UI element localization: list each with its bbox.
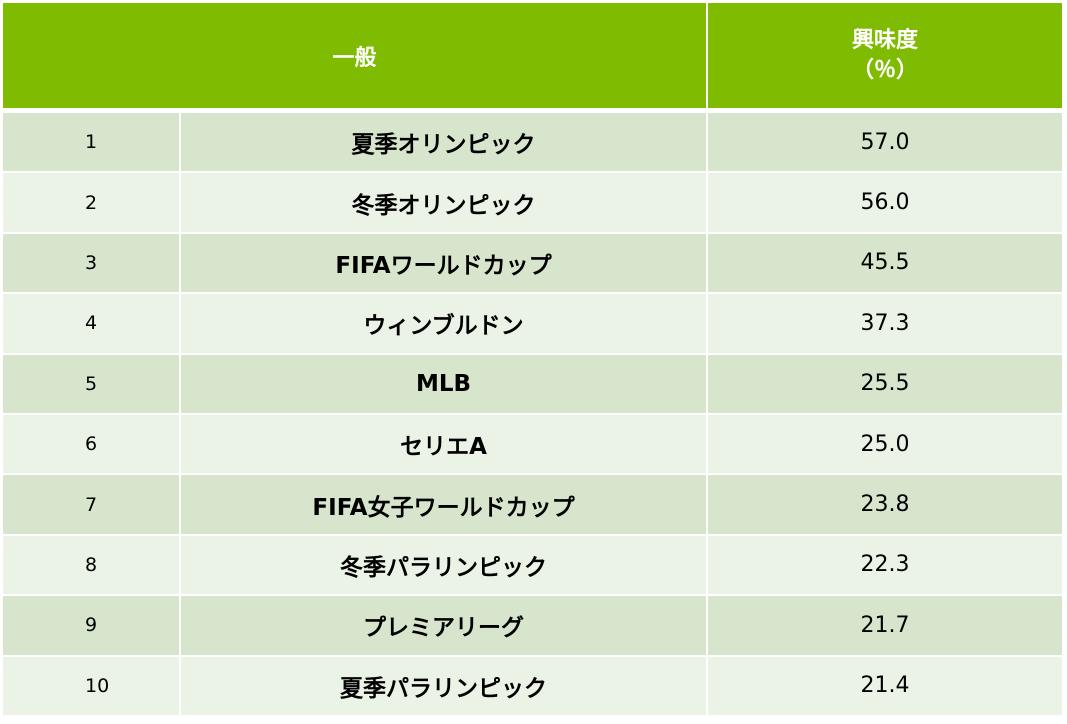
value-cell: 45.5 (708, 234, 1062, 292)
ranking-table: 一般 興味度 （％） 1 夏季オリンピック 57.0 2 冬季オリンピック 56… (3, 3, 1062, 717)
name-cell: ウィンブルドン (181, 294, 708, 352)
rank-cell: 9 (3, 596, 181, 654)
name-cell: 冬季オリンピック (181, 173, 708, 231)
rank-cell: 5 (3, 355, 181, 413)
rank-cell: 1 (3, 113, 181, 171)
name-cell: 夏季オリンピック (181, 113, 708, 171)
table-header: 一般 興味度 （％） (3, 3, 1062, 113)
table-row: 2 冬季オリンピック 56.0 (3, 173, 1062, 233)
header-interest-unit: （％） (852, 56, 918, 86)
value-cell: 57.0 (708, 113, 1062, 171)
table-row: 7 FIFA女子ワールドカップ 23.8 (3, 475, 1062, 535)
name-cell: 夏季パラリンピック (181, 657, 708, 715)
table-row: 1 夏季オリンピック 57.0 (3, 113, 1062, 173)
value-cell: 22.3 (708, 536, 1062, 594)
value-cell: 23.8 (708, 475, 1062, 533)
name-cell: セリエA (181, 415, 708, 473)
table-row: 3 FIFAワールドカップ 45.5 (3, 234, 1062, 294)
table-row: 9 プレミアリーグ 21.7 (3, 596, 1062, 656)
value-cell: 37.3 (708, 294, 1062, 352)
header-interest: 興味度 （％） (708, 3, 1062, 108)
name-cell: FIFA女子ワールドカップ (181, 475, 708, 533)
name-cell: FIFAワールドカップ (181, 234, 708, 292)
name-cell: プレミアリーグ (181, 596, 708, 654)
value-cell: 25.0 (708, 415, 1062, 473)
rank-cell: 7 (3, 475, 181, 533)
value-cell: 56.0 (708, 173, 1062, 231)
name-cell: MLB (181, 355, 708, 413)
value-cell: 21.4 (708, 657, 1062, 715)
table-row: 8 冬季パラリンピック 22.3 (3, 536, 1062, 596)
rank-cell: 4 (3, 294, 181, 352)
name-cell: 冬季パラリンピック (181, 536, 708, 594)
table-row: 5 MLB 25.5 (3, 355, 1062, 415)
value-cell: 21.7 (708, 596, 1062, 654)
header-interest-label: 興味度 (852, 26, 918, 56)
table-row: 6 セリエA 25.0 (3, 415, 1062, 475)
table-row: 4 ウィンブルドン 37.3 (3, 294, 1062, 354)
rank-cell: 6 (3, 415, 181, 473)
header-category: 一般 (3, 3, 708, 108)
rank-cell: 3 (3, 234, 181, 292)
value-cell: 25.5 (708, 355, 1062, 413)
rank-cell: 2 (3, 173, 181, 231)
rank-cell: 10 (3, 657, 181, 715)
rank-cell: 8 (3, 536, 181, 594)
table-row: 10 夏季パラリンピック 21.4 (3, 657, 1062, 717)
